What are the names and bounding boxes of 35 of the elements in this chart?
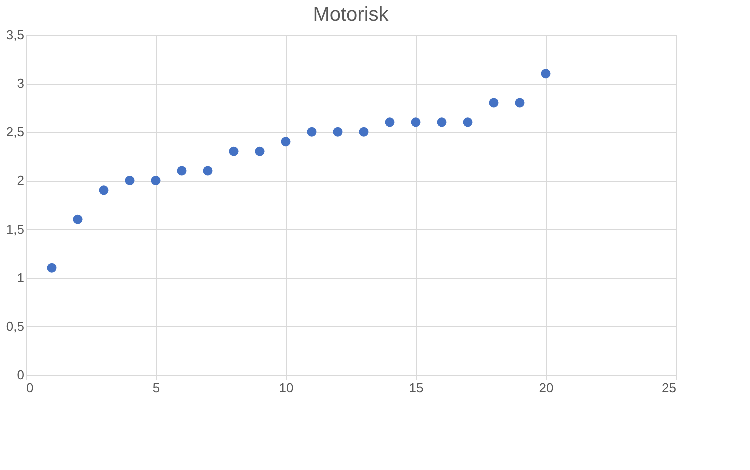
y-tick-label: 2 — [17, 173, 24, 188]
point — [333, 127, 343, 137]
point — [47, 263, 57, 273]
chart-title: Motorisk — [313, 4, 390, 26]
y-tick-label: 1 — [17, 270, 24, 286]
x-tick-label: 15 — [409, 380, 424, 396]
point — [437, 118, 447, 128]
point — [489, 98, 499, 108]
point — [255, 146, 265, 156]
x-tick-label: 25 — [662, 380, 676, 396]
y-tick-label: 3,5 — [6, 28, 24, 42]
x-tick-label: 20 — [539, 380, 554, 396]
x-tick-label: 10 — [279, 380, 294, 396]
point — [411, 118, 421, 128]
point — [307, 127, 317, 137]
point — [385, 118, 395, 128]
point — [463, 118, 473, 128]
point — [203, 166, 213, 176]
y-tick-label: 0,5 — [6, 318, 24, 334]
point — [125, 176, 135, 186]
y-tick-label: 0 — [17, 368, 24, 382]
point — [541, 69, 551, 79]
point — [99, 186, 109, 196]
point — [177, 166, 187, 176]
point — [359, 127, 369, 137]
y-tick-label: 1,5 — [6, 222, 24, 237]
point — [281, 137, 291, 147]
x-tick-label: 0 — [26, 380, 34, 396]
point — [515, 98, 525, 108]
point — [151, 176, 161, 186]
point — [229, 146, 239, 156]
x-tick-label: 5 — [152, 380, 160, 396]
y-tick-label: 2,5 — [6, 124, 24, 140]
point — [73, 214, 83, 224]
y-tick-label: 3 — [17, 76, 24, 92]
